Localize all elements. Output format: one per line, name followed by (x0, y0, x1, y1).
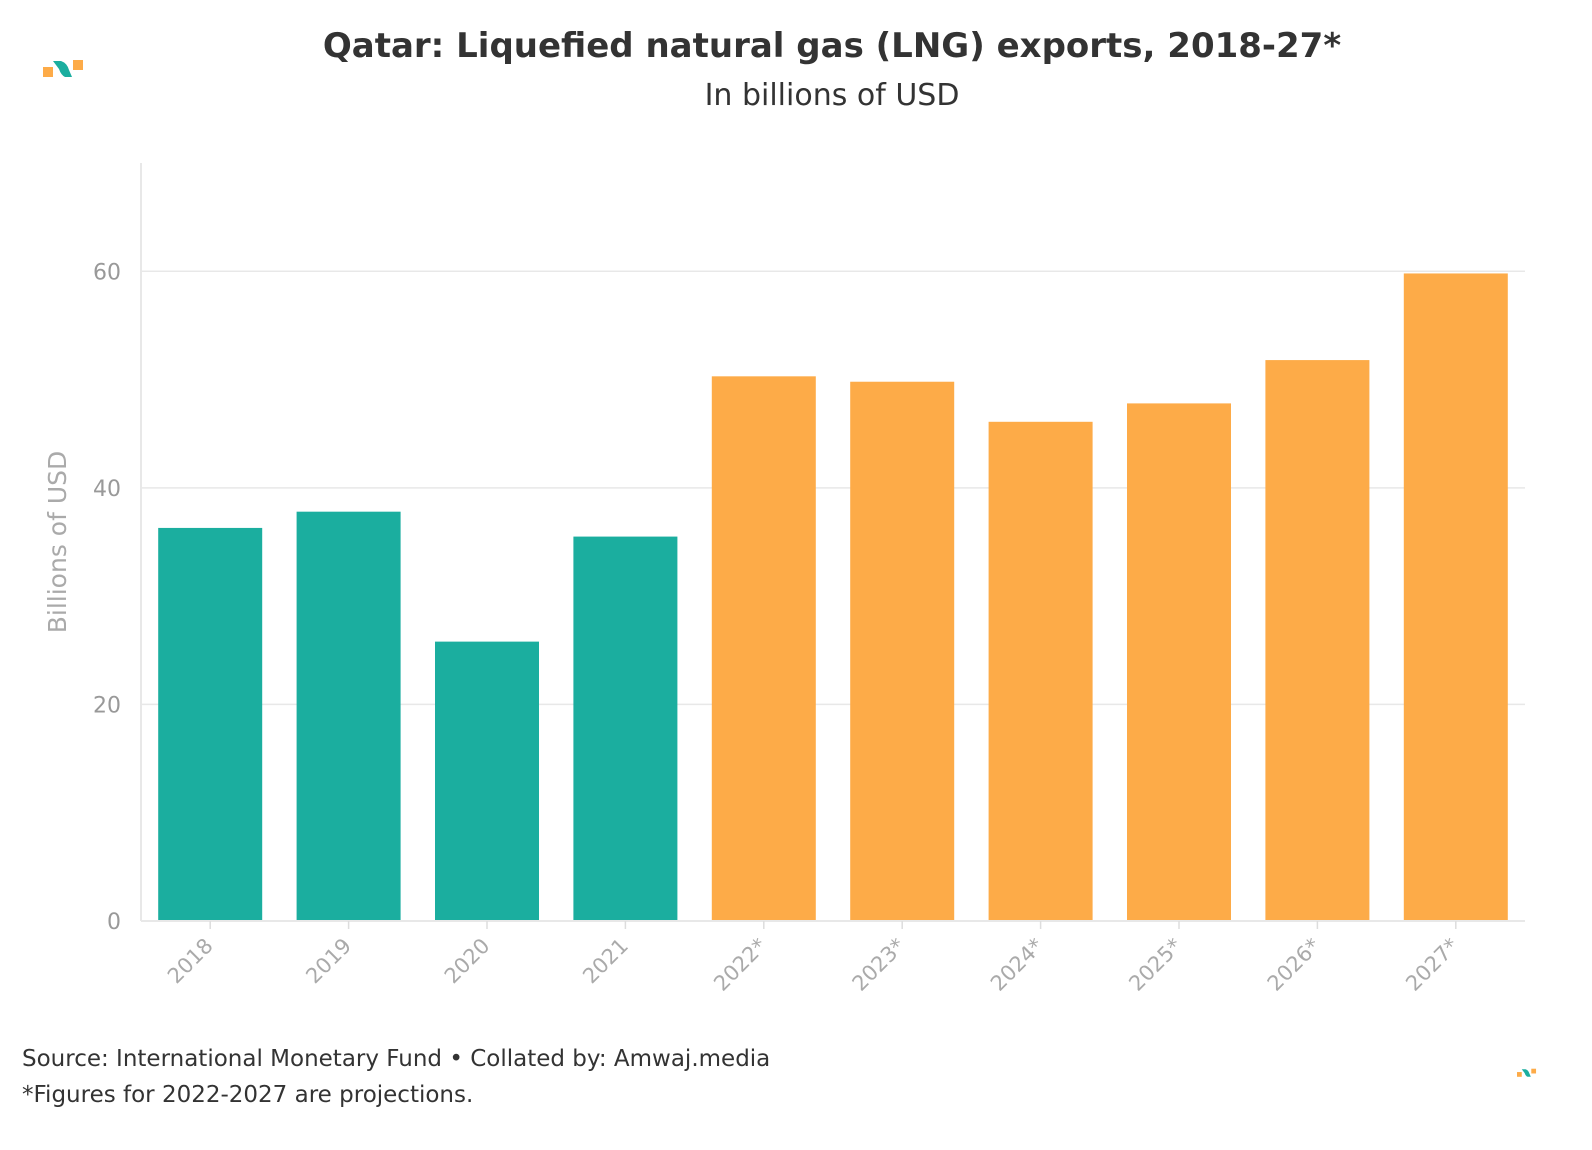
y-tick-label: 60 (93, 260, 121, 285)
x-tick-label: 2026* (1263, 934, 1325, 996)
x-tick-label: 2018 (163, 934, 218, 989)
y-tick-label: 40 (93, 477, 121, 502)
x-tick-label: 2020 (440, 934, 495, 989)
x-tick-label: 2022* (709, 934, 771, 996)
chart-title: Qatar: Liquefied natural gas (LNG) expor… (322, 26, 1342, 66)
y-tick-label: 0 (107, 910, 121, 935)
bar-2023 (850, 381, 955, 921)
bar-2024 (988, 421, 1093, 921)
x-tick-label: 2024* (986, 934, 1048, 996)
x-tick-label: 2023* (848, 934, 910, 996)
bar-2027 (1403, 273, 1508, 921)
bar-2020 (435, 641, 539, 921)
bar-2021 (573, 536, 678, 921)
y-axis-label: Billions of USD (43, 451, 72, 634)
bar-2025 (1127, 403, 1231, 921)
x-tick-label: 2025* (1124, 934, 1186, 996)
bar-2019 (296, 511, 401, 921)
bar-chart: 0 20 40 60 2018 2019 2020 2021 2022* 2023* 2024* 20… (43, 163, 1525, 996)
x-tick-label: 2027* (1401, 934, 1463, 996)
bar-2018 (158, 527, 263, 921)
chart-subtitle: In billions of USD (704, 78, 960, 113)
brand-logo-icon (43, 60, 83, 77)
bar-2022 (711, 376, 816, 921)
brand-logo-small-icon (1517, 1068, 1537, 1077)
x-tick-label: 2019 (301, 934, 356, 989)
y-tick-label: 20 (93, 693, 121, 718)
bar-2026 (1265, 360, 1370, 922)
projection-note: *Figures for 2022-2027 are projections. (22, 1082, 474, 1108)
x-tick-label: 2021 (578, 934, 633, 989)
source-note: Source: International Monetary Fund • Co… (22, 1046, 771, 1072)
